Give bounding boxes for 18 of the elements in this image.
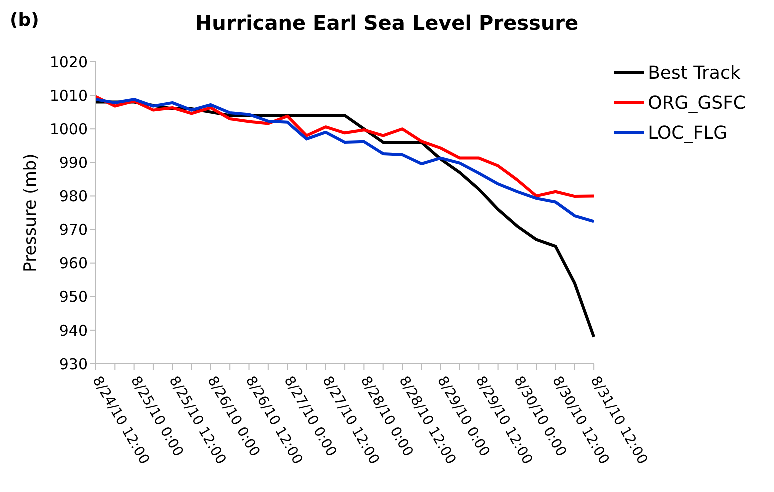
legend-label: ORG_GSFC xyxy=(648,92,746,114)
y-tick-label: 1010 xyxy=(50,86,88,105)
y-tick-label: 930 xyxy=(59,355,88,374)
line-series xyxy=(94,98,596,224)
y-tick-label: 1020 xyxy=(50,53,88,72)
y-tick-label: 1000 xyxy=(50,120,88,138)
y-tick-label: 940 xyxy=(59,322,88,340)
y-tick-label: 980 xyxy=(59,188,88,206)
line-series xyxy=(94,95,596,198)
y-tick-label: 970 xyxy=(59,221,88,240)
y-tick-label: 950 xyxy=(59,288,88,306)
legend-label: LOC_FLG xyxy=(648,122,728,144)
legend-label: Best Track xyxy=(648,62,741,84)
y-tick-label: 960 xyxy=(59,254,88,273)
y-axis-title: Pressure (mb) xyxy=(21,154,42,272)
text: (b) xyxy=(10,10,40,31)
chart-title: Hurricane Earl Sea Level Pressure xyxy=(195,11,579,35)
y-tick-label: 990 xyxy=(59,154,88,172)
